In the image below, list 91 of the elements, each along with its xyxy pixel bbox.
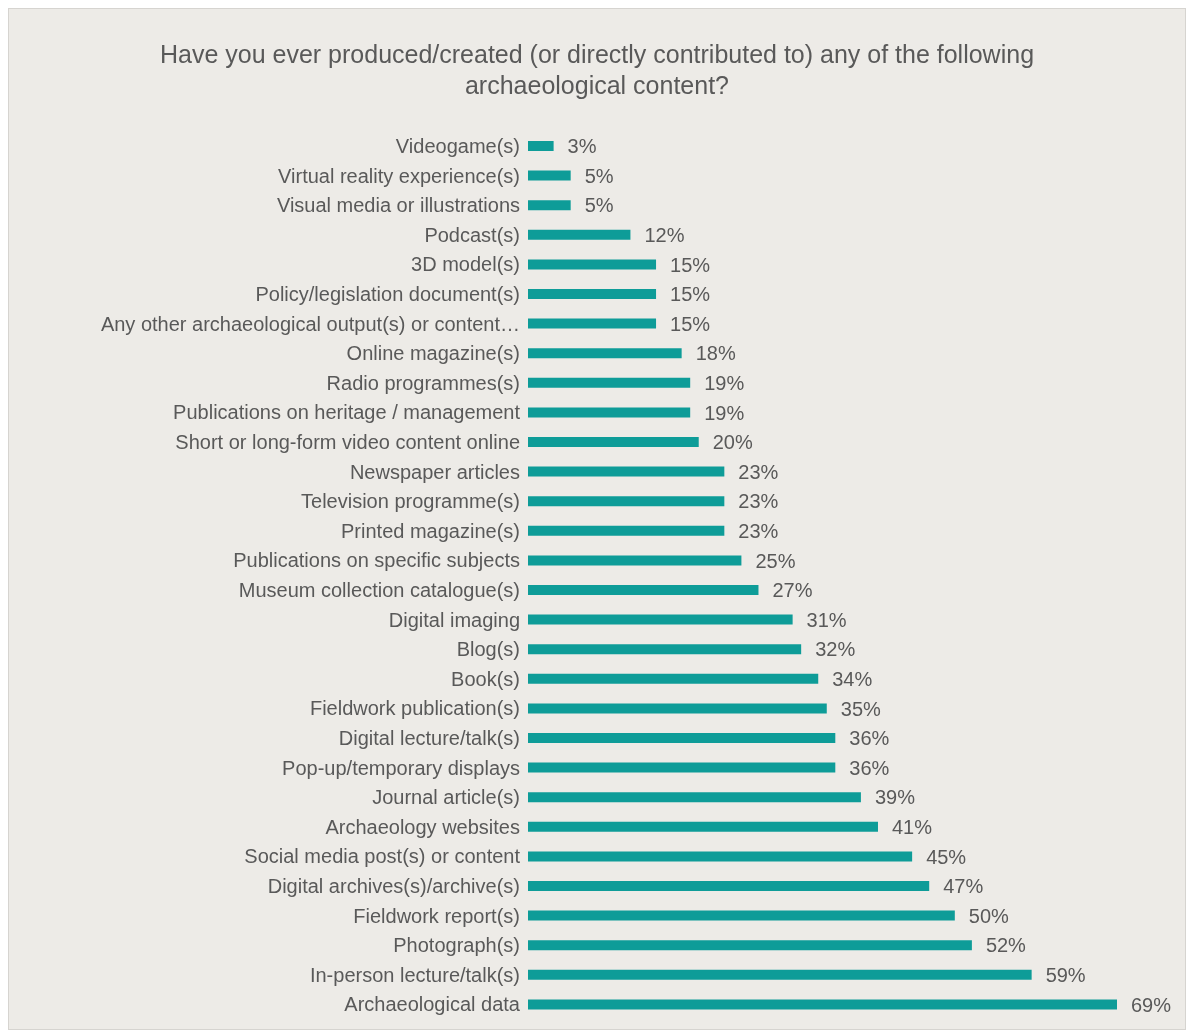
data-label: 20% — [712, 431, 753, 454]
data-label: 23% — [738, 490, 779, 513]
data-label: 45% — [926, 845, 967, 868]
data-label: 5% — [584, 194, 614, 217]
bar — [528, 940, 972, 951]
bar — [528, 792, 861, 803]
bar — [528, 614, 793, 625]
bar — [528, 821, 878, 832]
data-label: 36% — [849, 756, 890, 779]
bar — [528, 881, 930, 891]
y-tick-label: Journal article(s) — [372, 786, 520, 809]
data-label: 59% — [1045, 963, 1086, 986]
y-tick-label: Radio programmes(s) — [326, 371, 520, 394]
bar — [528, 407, 691, 418]
y-tick-label: Podcast(s) — [424, 223, 520, 246]
bar — [528, 289, 657, 299]
bar — [528, 703, 827, 714]
y-tick-label: Printed magazine(s) — [341, 519, 520, 542]
bar — [528, 170, 571, 181]
bar — [528, 437, 699, 447]
bar — [528, 466, 725, 477]
data-label: 19% — [704, 401, 745, 424]
y-tick-label: Television programme(s) — [301, 490, 520, 513]
data-label: 15% — [670, 253, 711, 276]
bar — [528, 377, 691, 388]
data-label: 23% — [738, 519, 779, 542]
y-tick-label: 3D model(s) — [411, 253, 520, 276]
y-tick-label: Blog(s) — [456, 638, 520, 661]
y-tick-label: Social media post(s) or content — [244, 845, 521, 868]
bar — [528, 999, 1117, 1010]
data-label: 35% — [840, 697, 882, 720]
y-tick-label: Photograph(s) — [393, 934, 520, 957]
bar — [528, 229, 631, 240]
data-label: 27% — [772, 579, 813, 602]
y-tick-label: Any other archaeological output(s) or content… — [100, 312, 520, 335]
data-label: 23% — [738, 460, 779, 483]
y-tick-label: Fieldwork report(s) — [353, 904, 520, 927]
bar — [528, 348, 682, 359]
data-label: 41% — [891, 815, 933, 838]
data-label: 39% — [874, 786, 916, 809]
bar — [528, 762, 836, 773]
bar — [528, 644, 802, 655]
bar — [528, 496, 725, 507]
data-label: 18% — [695, 342, 736, 365]
data-label: 52% — [985, 934, 1027, 957]
y-tick-label: Virtual reality experience(s) — [278, 164, 520, 187]
bar — [528, 259, 657, 270]
data-label: 32% — [815, 638, 856, 661]
y-tick-label: Newspaper articles — [349, 460, 520, 483]
y-tick-label: Digital imaging — [388, 608, 520, 631]
y-tick-label: Book(s) — [451, 667, 520, 690]
y-tick-label: Policy/legislation document(s) — [255, 282, 520, 305]
bar — [528, 851, 913, 862]
bar — [528, 141, 554, 151]
data-label: 69% — [1131, 993, 1172, 1016]
y-tick-label: Pop-up/temporary displays — [282, 756, 520, 779]
data-label: 15% — [670, 312, 711, 335]
bar — [528, 910, 955, 921]
bar — [528, 733, 836, 743]
data-label: 50% — [968, 904, 1010, 927]
y-tick-label: Digital lecture/talk(s) — [338, 726, 520, 749]
bar — [528, 969, 1032, 980]
data-label: 34% — [832, 667, 873, 690]
data-label: 3% — [567, 135, 597, 158]
y-tick-label: Museum collection catalogue(s) — [238, 578, 520, 601]
y-tick-label: Archaeological data — [344, 993, 521, 1016]
y-tick-label: Digital archives(s)/archive(s) — [267, 874, 520, 897]
bar — [528, 525, 725, 536]
y-tick-label: Videogame(s) — [395, 134, 520, 157]
data-label: 5% — [584, 164, 614, 187]
y-tick-label: Visual media or illustrations — [276, 194, 520, 217]
data-label: 15% — [670, 283, 711, 306]
y-tick-label: Online magazine(s) — [346, 342, 520, 365]
y-tick-label: Short or long-form video content online — [175, 430, 520, 453]
data-label: 12% — [644, 223, 685, 246]
data-label: 19% — [704, 371, 745, 394]
chart-title: Have you ever produced/created (or directly contributed to) any of the following archaeological content? — [158, 39, 1036, 101]
data-label: 47% — [943, 875, 984, 898]
bar — [528, 585, 759, 595]
bar — [528, 673, 819, 684]
y-tick-label: Fieldwork publication(s) — [309, 697, 520, 720]
y-tick-label: Publications on heritage / management — [173, 401, 521, 424]
data-label: 25% — [755, 549, 796, 572]
bar — [528, 555, 742, 566]
y-tick-label: Publications on specific subjects — [233, 549, 520, 572]
bar — [528, 200, 571, 211]
data-label: 31% — [806, 608, 847, 631]
y-tick-label: Archaeology websites — [325, 815, 520, 838]
bar — [528, 318, 657, 329]
data-label: 36% — [849, 727, 890, 750]
y-tick-label: In-person lecture/talk(s) — [309, 963, 520, 986]
